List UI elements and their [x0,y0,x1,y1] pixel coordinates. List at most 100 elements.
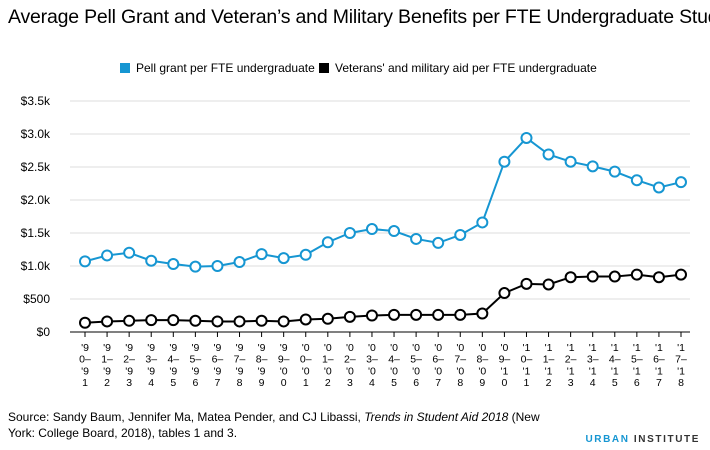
x-tick-label: 0– [300,354,312,366]
x-tick-label: 8 [457,377,463,389]
legend-swatch-veterans [319,63,329,73]
x-tick-label: 6 [413,377,419,389]
data-point-pell [542,148,555,161]
x-tick-label: 5 [391,377,397,389]
x-tick-label: '9 [169,365,177,377]
data-point-pell [321,236,334,249]
data-point-pell [498,155,511,168]
x-tick-label: '0 [368,342,376,354]
x-tick-label: 1– [543,354,555,366]
data-point-pell [564,155,577,168]
x-tick-label: 2– [123,354,135,366]
x-tick-label: 1 [303,377,309,389]
data-point-pell [586,160,599,173]
x-tick-label: '1 [567,342,575,354]
x-tick-label: '9 [236,342,244,354]
x-tick-label: 8– [476,354,488,366]
x-tick-label: '9 [280,342,288,354]
data-point-veterans [432,308,445,321]
x-tick-label: 3– [587,354,599,366]
data-point-veterans [388,308,401,321]
x-tick-label: '9 [214,365,222,377]
data-point-veterans [101,315,114,328]
x-tick-label: 1 [524,377,530,389]
data-point-veterans [255,314,268,327]
data-point-veterans [564,271,577,284]
x-tick-label: '1 [523,342,531,354]
x-tick-label: 3 [126,377,132,389]
x-tick-label: 7– [454,354,466,366]
y-tick-label: $1.5k [21,226,51,240]
x-tick-label: 0 [281,377,287,389]
x-tick-label: '0 [346,342,354,354]
data-point-pell [520,131,533,144]
data-point-veterans [79,316,91,329]
x-tick-label: 3 [347,377,353,389]
data-point-veterans [233,315,246,328]
x-tick-label: '9 [169,342,177,354]
x-tick-label: 1 [82,377,88,389]
x-tick-label: 2 [546,377,552,389]
y-tick-label: $0 [37,325,51,339]
x-tick-label: 5 [612,377,618,389]
x-tick-label: '0 [434,342,442,354]
x-tick-label: '9 [103,365,111,377]
x-tick-label: '1 [655,365,663,377]
data-point-veterans [476,307,489,320]
x-tick-label: 7– [675,354,687,366]
data-point-veterans [167,314,180,327]
x-tick-label: 6– [432,354,444,366]
x-tick-label: '9 [81,342,89,354]
x-tick-label: 4 [369,377,375,389]
x-tick-label: '1 [633,342,641,354]
data-point-veterans [123,314,136,327]
y-tick-label: $2.5k [21,160,51,174]
data-point-pell [432,236,445,249]
urban-institute-logo: URBAN INSTITUTE [585,434,700,445]
x-tick-label: '0 [302,342,310,354]
x-tick-label: '9 [103,342,111,354]
x-tick-label: 5 [170,377,176,389]
x-tick-label: '0 [412,365,420,377]
x-tick-label: '1 [611,365,619,377]
brand-part1: URBAN [585,434,630,445]
data-point-veterans [410,308,423,321]
y-tick-label: $2.0k [21,193,51,207]
x-tick-label: '1 [589,342,597,354]
x-tick-label: '1 [500,365,508,377]
data-point-pell [476,216,489,229]
x-tick-label: 9– [278,354,290,366]
data-point-pell [454,228,467,241]
x-tick-label: 7– [234,354,246,366]
x-tick-label: '9 [214,342,222,354]
x-tick-label: '1 [545,342,553,354]
data-point-pell [101,249,114,262]
x-tick-label: 3 [568,377,574,389]
x-tick-label: 9 [479,377,485,389]
x-tick-label: '0 [478,365,486,377]
data-point-pell [675,176,687,189]
data-point-veterans [586,270,599,283]
data-point-veterans [652,271,665,284]
source-prefix: Source: Sandy Baum, Jennifer Ma, Matea P… [8,410,365,424]
x-tick-label: '0 [324,342,332,354]
x-tick-label: '9 [236,365,244,377]
x-tick-label: 4 [590,377,596,389]
x-tick-label: '9 [81,365,89,377]
legend-label-veterans: Veterans' and military aid per FTE under… [335,61,597,75]
x-tick-label: '0 [478,342,486,354]
legend-item-pell: Pell grant per FTE undergraduate [120,61,315,75]
data-point-veterans [498,287,511,300]
data-point-veterans [299,313,312,326]
data-point-veterans [189,314,202,327]
x-tick-label: 4 [148,377,154,389]
data-point-veterans [675,268,687,281]
data-point-veterans [454,308,467,321]
data-point-veterans [365,309,378,322]
x-tick-label: 3– [145,354,157,366]
x-tick-label: 1– [101,354,113,366]
legend-label-pell: Pell grant per FTE undergraduate [136,61,315,75]
data-point-pell [79,255,91,268]
data-point-pell [652,181,665,194]
